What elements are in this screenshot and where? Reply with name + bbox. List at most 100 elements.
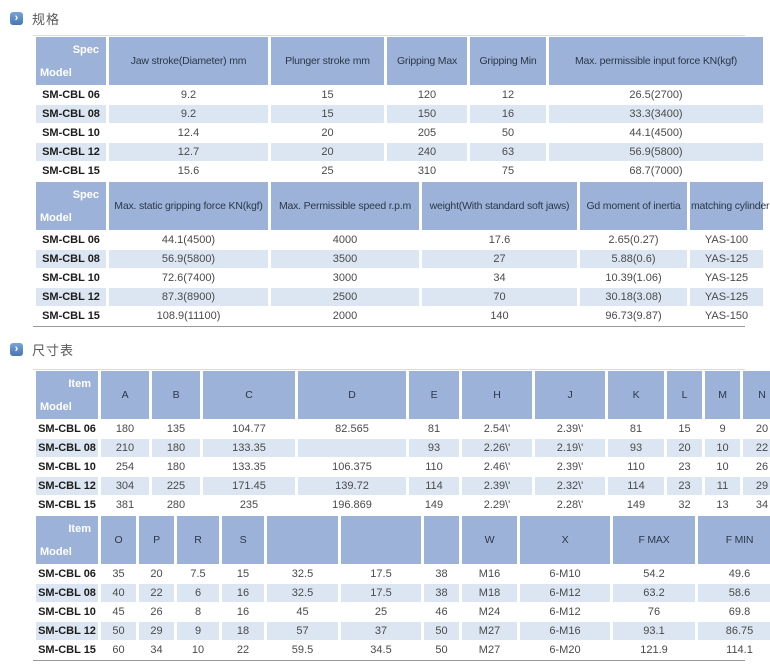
column-header [424,516,459,564]
table-cell: 10 [705,439,740,457]
table-cell: 35 [101,565,136,583]
table-row: SM-CBL 10 12.4 20 205 50 44.1(4500) [36,124,763,142]
table-cell: 56.9(5800) [109,250,268,268]
table-cell: 381 [101,496,149,514]
table-row: SM-CBL 08 9.2 15 150 16 33.3(3400) [36,105,763,123]
table-cell: 56.9(5800) [549,143,763,161]
table-cell: 20 [743,420,770,438]
table-cell: 9 [705,420,740,438]
table-cell: 235 [203,496,295,514]
table-cell: 60 [101,641,136,659]
column-header: Max. static gripping force KN(kgf) [109,182,268,230]
corner-header-cell: Item Model [36,516,98,564]
table-cell: 46 [424,603,459,621]
table-cell: 30.18(3.08) [580,288,687,306]
table-cell: 8 [177,603,219,621]
table-cell: 33.3(3400) [549,105,763,123]
table-cell: 38 [424,584,459,602]
table-row: SM-CBL 06 180 135 104.77 82.565 81 2.54\' 2.39\… [36,420,770,438]
table-row: SM-CBL 12 304 225 171.45 139.72 114 2.39\' 2.32… [36,477,770,495]
table-cell: 2500 [271,288,419,306]
spec-table-part2: Spec Model Max. static gripping force KN(k… [33,181,770,326]
column-header: R [177,516,219,564]
table-cell: 37 [341,622,421,640]
table-cell: 10 [705,458,740,476]
corner-top-label: Spec [72,189,99,201]
table-cell: 25 [271,162,384,180]
table-cell: 93.1 [613,622,695,640]
corner-top-label: Item [68,523,91,535]
table-cell: 11 [705,477,740,495]
table-cell: 2.46\' [462,458,532,476]
table-row: SM-CBL 08 210 180 133.35 93 2.26\' 2.19\' 93 20 1… [36,439,770,457]
row-model-label: SM-CBL 12 [36,143,106,161]
table-cell: 20 [667,439,702,457]
spec-page: { "sections": { "spec": { "title": "规格" … [0,10,770,670]
table-cell: YAS-100 [690,231,763,249]
table-cell: 20 [271,124,384,142]
section-header-spec: › 规格 [10,10,770,27]
row-model-label: SM-CBL 15 [36,307,106,325]
column-header: Gripping Max [387,37,467,85]
table-cell: 6-M12 [520,603,610,621]
table-cell: 27 [422,250,577,268]
column-header: N [743,371,770,419]
table-cell: 81 [409,420,459,438]
table-cell: 50 [424,641,459,659]
table-cell: 2.19\' [535,439,605,457]
table-cell: 2.29\' [462,496,532,514]
row-model-label: SM-CBL 15 [36,162,106,180]
table-cell: 210 [101,439,149,457]
table-cell: 49.6 [698,565,770,583]
table-cell: 26 [139,603,174,621]
table-cell: 2.65(0.27) [580,231,687,249]
section-arrow-icon: › [10,342,23,356]
table-cell: 26.5(2700) [549,86,763,104]
table-cell: 310 [387,162,467,180]
table-cell: 75 [470,162,546,180]
column-header: J [535,371,605,419]
table-cell: 96.73(9.87) [580,307,687,325]
table-cell: 6-M12 [520,584,610,602]
table-row: SM-CBL 15 60 34 10 22 59.5 34.5 50 M27 6-M20 121.9… [36,641,770,659]
table-cell: 2.32\' [535,477,605,495]
table-cell: 34 [139,641,174,659]
column-header: B [152,371,200,419]
corner-header-cell: Item Model [36,371,98,419]
column-header: A [101,371,149,419]
table-cell: 50 [470,124,546,142]
row-model-label: SM-CBL 12 [36,288,106,306]
table-cell: 29 [139,622,174,640]
row-model-label: SM-CBL 10 [36,269,106,287]
table-cell: 2.39\' [535,420,605,438]
table-cell: 93 [409,439,459,457]
table-row: SM-CBL 15 108.9(11100) 2000 140 96.73(9.87) Y… [36,307,763,325]
column-header: Max. Permissible speed r.p.m [271,182,419,230]
corner-bottom-label: Model [40,67,72,79]
table-cell: YAS-125 [690,269,763,287]
column-header: F MAX [613,516,695,564]
table-cell: 12.7 [109,143,268,161]
table-cell: 2.28\' [535,496,605,514]
table-row: SM-CBL 06 9.2 15 120 12 26.5(2700) [36,86,763,104]
column-header: H [462,371,532,419]
table-cell: 135 [152,420,200,438]
section-title-spec: 规格 [32,11,61,27]
column-header: Jaw stroke(Diameter) mm [109,37,268,85]
table-cell: 76 [613,603,695,621]
table-cell: 225 [152,477,200,495]
table-cell: 9.2 [109,105,268,123]
table-cell: 3500 [271,250,419,268]
spec-table-block: Spec Model Jaw stroke(Diameter) mm Plunger … [33,35,770,327]
table-cell: 16 [470,105,546,123]
table-row: SM-CBL 08 40 22 6 16 32.5 17.5 38 M18 6-M12 63.2 58… [36,584,770,602]
spec-table-part1: Spec Model Jaw stroke(Diameter) mm Plunger … [33,36,766,181]
table-cell: 6-M10 [520,565,610,583]
corner-header-cell: Spec Model [36,182,106,230]
dimension-table-block: Item Model A B C D E H J K L M N SM-CBL 06 180 135 104.7… [33,369,770,661]
table-cell: 15.6 [109,162,268,180]
table-cell: 69.8 [698,603,770,621]
column-header: M [705,371,740,419]
row-model-label: SM-CBL 10 [36,124,106,142]
header-row: Spec Model Max. static gripping force KN(k… [36,182,770,230]
